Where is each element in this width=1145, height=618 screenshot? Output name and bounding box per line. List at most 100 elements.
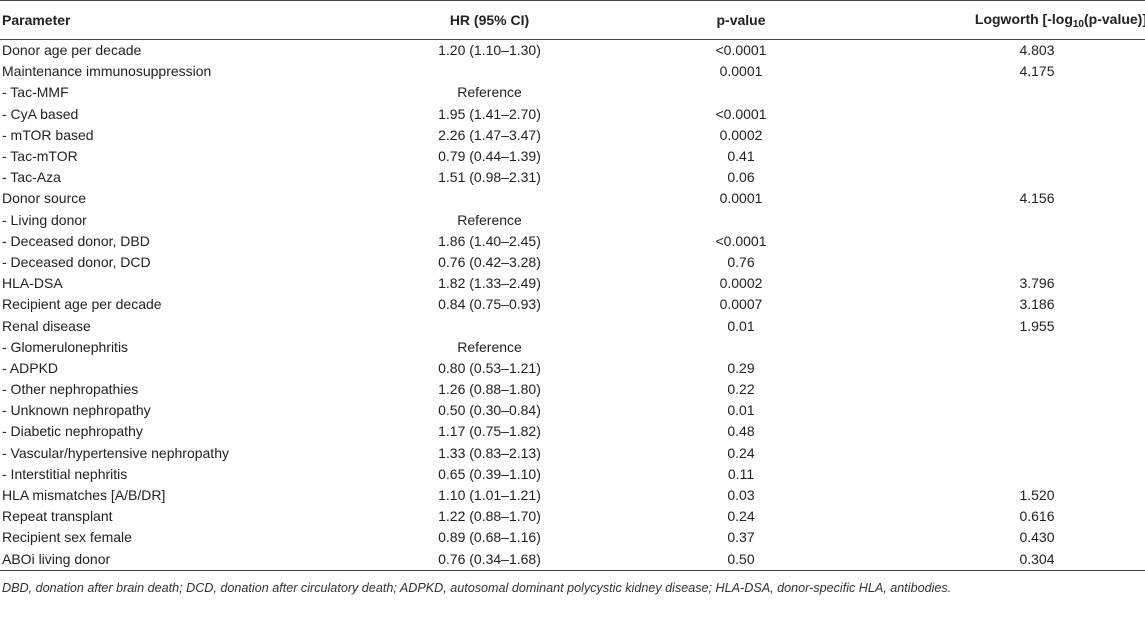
cell-logworth	[895, 358, 1145, 379]
cell-logworth: 0.616	[895, 506, 1145, 527]
logworth-value: 0.304	[1019, 550, 1055, 567]
table-row: - Unknown nephropathy 0.50 (0.30–0.84) 0.0…	[0, 400, 1145, 421]
cell-hr: 1.33 (0.83–2.13)	[438, 444, 541, 461]
table-row: - Tac-Aza 1.51 (0.98–2.31) 0.06	[0, 167, 1145, 188]
cell-pvalue: <0.0001	[715, 232, 767, 249]
table-row: - Other nephropathies 1.26 (0.88–1.80) 0.2…	[0, 379, 1145, 400]
cell-parameter: - Diabetic nephropathy	[2, 423, 143, 440]
cell-logworth	[895, 104, 1145, 125]
cell-logworth	[895, 337, 1145, 358]
cell-pvalue: 0.0001	[719, 190, 763, 207]
cell-pvalue: 0.22	[727, 381, 755, 398]
table-row: Donor age per decade 1.20 (1.10–1.30) <0.0…	[0, 40, 1145, 62]
logworth-value: 4.156	[1019, 190, 1055, 207]
cell-hr: 0.84 (0.75–0.93)	[438, 296, 541, 313]
cell-pvalue	[587, 82, 895, 103]
cell-hr: 1.10 (1.01–1.21)	[438, 487, 541, 504]
cell-hr	[392, 61, 587, 82]
cell-hr: 2.26 (1.47–3.47)	[438, 126, 541, 143]
cell-parameter: - Deceased donor, DBD	[2, 232, 150, 249]
cell-hr: 1.20 (1.10–1.30)	[438, 42, 541, 59]
cell-parameter: ABOi living donor	[0, 548, 392, 571]
cell-hr: 0.89 (0.68–1.16)	[438, 529, 541, 546]
cell-hr: 0.79 (0.44–1.39)	[438, 148, 541, 165]
cell-parameter: Recipient age per decade	[2, 296, 162, 313]
cell-pvalue: 0.50	[587, 548, 895, 571]
cell-hr: 1.26 (0.88–1.80)	[438, 381, 541, 398]
table-row: - CyA based 1.95 (1.41–2.70) <0.0001	[0, 104, 1145, 125]
cell-hr	[392, 315, 587, 336]
cell-logworth: 0.304	[895, 548, 1145, 571]
table-row: HLA mismatches [A/B/DR] 1.10 (1.01–1.21) 0…	[0, 485, 1145, 506]
table-footnote: DBD, donation after brain death; DCD, do…	[2, 580, 952, 595]
header-hr: HR (95% CI)	[392, 0, 587, 40]
table-row: Recipient sex female 0.89 (0.68–1.16) 0.37…	[0, 527, 1145, 548]
cell-parameter: - Deceased donor, DCD	[2, 253, 151, 270]
table-row: - mTOR based 2.26 (1.47–3.47) 0.0002	[0, 125, 1145, 146]
results-table-container: Parameter HR (95% CI) p-value Logworth […	[0, 0, 1145, 595]
cell-parameter: - Living donor	[2, 211, 87, 228]
cell-parameter: - Other nephropathies	[2, 381, 139, 398]
logworth-value: 0.430	[1019, 529, 1055, 546]
cell-logworth: 3.186	[895, 294, 1145, 315]
cell-logworth	[895, 210, 1145, 231]
header-parameter: Parameter	[0, 0, 392, 40]
header-logworth-suffix: (p-value)]	[1084, 10, 1145, 27]
cell-parameter: Renal disease	[2, 317, 91, 334]
table-row: - Deceased donor, DCD 0.76 (0.42–3.28) 0.7…	[0, 252, 1145, 273]
logworth-value: 3.186	[1019, 296, 1055, 313]
cell-hr: 1.22 (0.88–1.70)	[438, 508, 541, 525]
cell-hr: 1.86 (1.40–2.45)	[438, 232, 541, 249]
table-row: - Deceased donor, DBD 1.86 (1.40–2.45) <0.…	[0, 231, 1145, 252]
cell-logworth	[895, 379, 1145, 400]
cell-hr: 0.80 (0.53–1.21)	[438, 359, 541, 376]
table-row: - Vascular/hypertensive nephropathy 1.33 …	[0, 443, 1145, 464]
cell-pvalue: 0.0007	[719, 296, 763, 313]
cell-hr	[392, 188, 587, 209]
table-row: Recipient age per decade 0.84 (0.75–0.93)…	[0, 294, 1145, 315]
table-row: Maintenance immunosuppression 0.0001 4.175	[0, 61, 1145, 82]
table-row: - Interstitial nephritis 0.65 (0.39–1.10)…	[0, 464, 1145, 485]
table-body: Donor age per decade 1.20 (1.10–1.30) <0.0…	[0, 40, 1145, 571]
cell-pvalue: 0.76	[727, 253, 755, 270]
cell-parameter: - mTOR based	[2, 126, 94, 143]
table-row: Renal disease 0.01 1.955	[0, 315, 1145, 336]
cell-pvalue: 0.41	[727, 148, 755, 165]
table-row: - Diabetic nephropathy 1.17 (0.75–1.82) 0.…	[0, 421, 1145, 442]
cell-pvalue	[587, 210, 895, 231]
header-pvalue: p-value	[587, 0, 895, 40]
table-row: Repeat transplant 1.22 (0.88–1.70) 0.24 0.6…	[0, 506, 1145, 527]
cell-hr: 1.17 (0.75–1.82)	[438, 423, 541, 440]
cell-pvalue: 0.01	[727, 402, 755, 419]
cell-pvalue: 0.11	[727, 465, 755, 482]
cell-parameter: Maintenance immunosuppression	[2, 63, 212, 80]
logworth-value: 1.955	[1019, 317, 1055, 334]
cell-parameter: - Tac-MMF	[2, 84, 69, 101]
cell-logworth	[895, 82, 1145, 103]
cell-parameter: Donor age per decade	[2, 42, 142, 59]
cell-logworth	[895, 125, 1145, 146]
cell-parameter: Repeat transplant	[2, 508, 113, 525]
header-logworth-subscript: 10	[1072, 18, 1084, 30]
cell-parameter: Donor source	[2, 190, 87, 207]
cell-logworth: 0.430	[895, 527, 1145, 548]
cell-pvalue: 0.03	[727, 487, 755, 504]
cell-logworth: 4.156	[895, 188, 1145, 209]
table-row: - Living donor Reference	[0, 210, 1145, 231]
table-row: - Tac-MMF Reference	[0, 82, 1145, 103]
cell-logworth	[895, 252, 1145, 273]
cell-pvalue: 0.0001	[719, 63, 763, 80]
cell-logworth	[895, 146, 1145, 167]
cell-logworth: 3.796	[895, 273, 1145, 294]
table-row: - Tac-mTOR 0.79 (0.44–1.39) 0.41	[0, 146, 1145, 167]
cell-parameter: HLA-DSA	[2, 275, 63, 292]
logworth-value: 4.803	[1019, 42, 1055, 59]
cell-hr: 0.50 (0.30–0.84)	[438, 402, 541, 419]
hazard-ratio-table: Parameter HR (95% CI) p-value Logworth […	[0, 0, 1145, 571]
cell-hr: 1.51 (0.98–2.31)	[438, 169, 541, 186]
cell-pvalue: 0.24	[727, 444, 755, 461]
cell-logworth: 4.175	[895, 61, 1145, 82]
table-row: - Glomerulonephritis Reference	[0, 337, 1145, 358]
cell-logworth: 1.955	[895, 315, 1145, 336]
cell-hr: 0.76 (0.34–1.68)	[392, 548, 587, 571]
